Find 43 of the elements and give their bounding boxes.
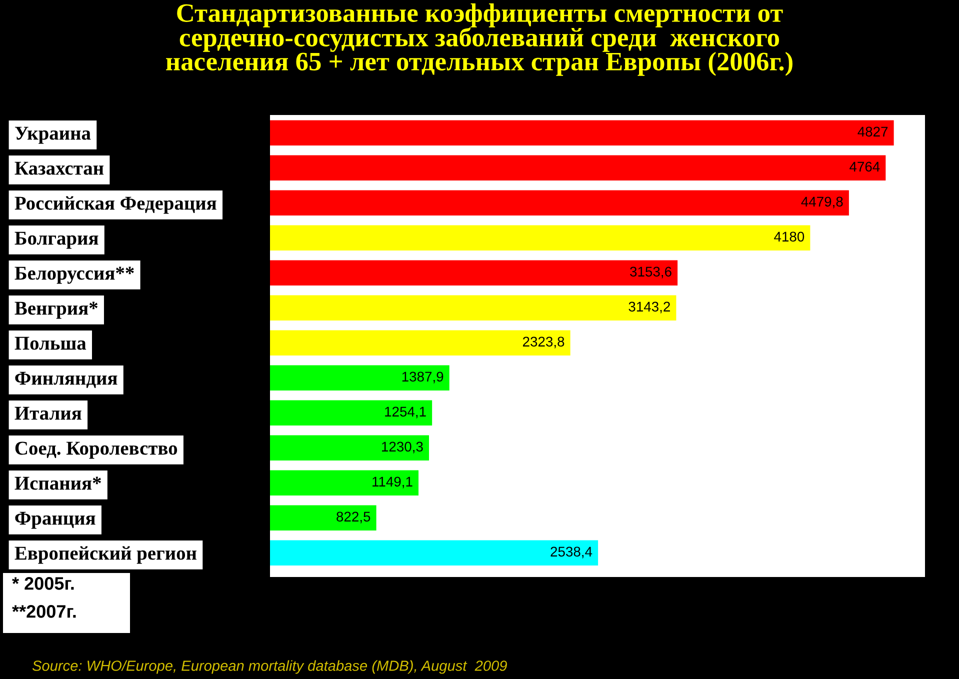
data-label: 3143,2 [628,302,670,314]
data-label: 822,5 [336,512,370,524]
y-tick-label: Италия [14,406,82,420]
bar [270,260,678,286]
data-label: 1254,1 [385,406,426,418]
chart-title: Стандартизованные коэффициенты смертности от сердечно-сосудистых заболеваний среди женского населения 65 + лет отдельных стран Европы (2006г.) [166,3,792,76]
y-tick-label: Российская Федерация [14,196,216,214]
y-tick-label: Испания* [14,476,101,490]
bar [270,435,429,460]
data-label: 4827 [858,126,888,137]
bar [270,155,886,180]
text: * 2005г. [12,577,74,590]
bar [270,190,849,216]
y-tick-label: Белоруссия** [14,266,134,284]
text: **2007г. [12,605,76,618]
y-tick-label: Европейский регион [14,546,196,564]
source-note: Source: WHO/Europe, European mortality database (MDB), August 2009 [32,660,507,674]
bar [270,295,676,320]
bar [270,120,894,146]
data-label: 1149,1 [372,476,412,488]
bar [270,330,570,356]
bar [270,400,432,426]
y-tick-label: Казахстан [14,162,104,175]
data-label: 3153,6 [630,266,672,278]
bar [270,225,810,250]
data-label: 2538,4 [550,546,592,558]
data-label: 2323,8 [522,336,564,348]
bar [270,470,418,496]
data-label: 4180 [774,232,804,242]
data-label: 4479,8 [801,196,843,208]
y-tick-label: Франция [15,512,96,529]
y-tick-label: Соед. Королевство [15,442,178,459]
y-tick-label: Венгрия* [14,302,98,319]
y-tick-label: Финляндия [15,372,118,388]
bar [270,365,450,390]
data-label: 1387,9 [402,372,444,384]
y-tick-label: Польша [14,336,86,350]
bar [270,540,598,566]
data-label: 1230,3 [382,442,423,454]
data-label: 4764 [850,162,880,172]
y-tick-label: Украина [14,126,91,144]
y-tick-label: Болгария [14,232,98,249]
bar [270,505,376,530]
